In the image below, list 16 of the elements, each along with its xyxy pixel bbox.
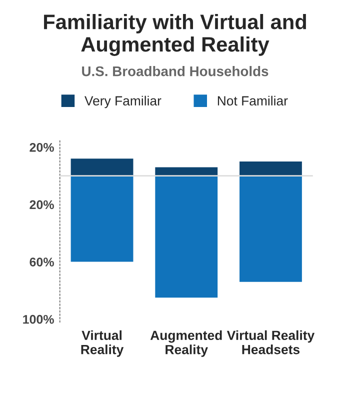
chart-subtitle: U.S. Broadband Households [82,66,268,76]
y-tick-label: 20% [30,200,54,210]
bar [240,176,302,282]
bar [70,176,134,262]
x-tick-label: Virtual Reality Headsets [226,330,315,354]
chart-title: Familiarity with Virtual and Augmented Reality [44,14,306,56]
y-tick-label: 100% [23,314,54,324]
x-tick-label: Virtual Reality [81,330,124,357]
legend-label: Very Familiar [84,96,162,108]
legend-label: Not Familiar [218,96,288,106]
y-tick-label: 60% [30,258,54,266]
bar [70,158,134,176]
x-tick-label: Augmented Reality [150,330,222,357]
bar [240,161,302,176]
y-tick-label: 20% [30,142,54,152]
bar [155,176,218,298]
